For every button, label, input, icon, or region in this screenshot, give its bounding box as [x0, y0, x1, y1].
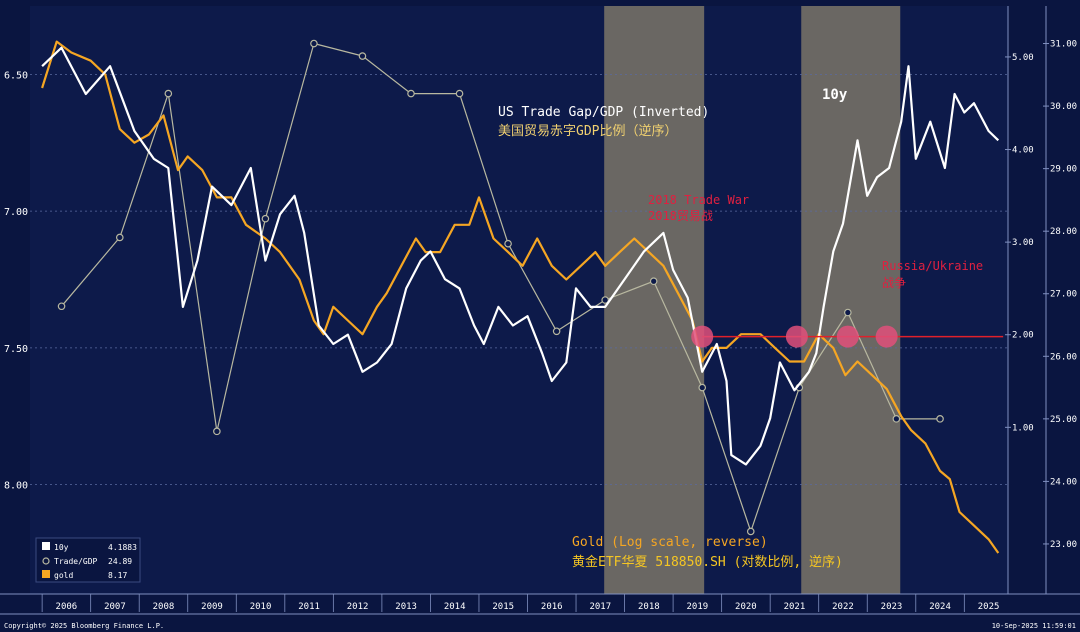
right-inner-tick-label: 2.00 [1012, 331, 1034, 341]
x-tick-label: 2025 [978, 602, 1000, 612]
x-tick-label: 2017 [589, 602, 611, 612]
x-tick-label: 2016 [541, 602, 563, 612]
annotation-trade-war: 2018 Trade War [648, 193, 749, 207]
right-outer-tick-label: 31.00 [1050, 40, 1077, 50]
trade-gdp-point [601, 296, 609, 304]
left-tick-label: 7.50 [4, 344, 28, 355]
series-gold-line [41, 40, 1000, 554]
markers-layer [691, 325, 1004, 348]
trade-gdp-point [57, 302, 66, 311]
series-layer [41, 39, 1000, 554]
trade-gdp-point [310, 39, 318, 48]
legend-trade-value: 24.89 [108, 557, 132, 566]
trade-gdp-point [844, 308, 852, 317]
right-outer-tick-label: 23.00 [1050, 540, 1077, 550]
trade-gdp-point [504, 239, 512, 248]
right-inner-tick-label: 5.00 [1012, 53, 1034, 63]
left-tick-label: 8.00 [4, 481, 28, 492]
trade-gdp-point [213, 427, 221, 436]
x-tick-label: 2006 [56, 602, 78, 612]
x-tick-label: 2009 [201, 602, 223, 612]
legend: 10y 4.1883 Trade/GDP 24.89 gold 8.17 [35, 537, 141, 583]
x-tick-label: 2010 [250, 602, 272, 612]
right-outer-tick-label: 26.00 [1050, 352, 1077, 362]
axes: 6.50 7.00 7.50 8.00 2006 2007 2008 2009 2010 2011… [0, 6, 1080, 615]
x-tick-label: 2013 [395, 602, 417, 612]
x-tick-label: 2022 [832, 602, 854, 612]
left-tick-label: 7.00 [4, 207, 28, 218]
annotation-trade-title: US Trade Gap/GDP (Inverted) [498, 105, 709, 120]
legend-gold-value: 8.17 [108, 571, 127, 580]
x-tick-label: 2020 [735, 602, 757, 612]
trade-gdp-point [746, 527, 755, 536]
highlight-marker-1 [691, 325, 714, 348]
x-tick-label: 2018 [638, 602, 660, 612]
x-tick-label: 2008 [153, 602, 175, 612]
x-tick-label: 2023 [881, 602, 903, 612]
trade-gdp-point [115, 233, 124, 242]
trade-gdp-point [455, 89, 464, 98]
x-tick-label: 2012 [347, 602, 369, 612]
trade-gdp-point [407, 89, 415, 98]
footer-copyright: Copyright© 2025 Bloomberg Finance L.P. [4, 622, 164, 630]
x-tick-label: 2015 [492, 602, 514, 612]
trade-gdp-point [698, 383, 707, 392]
x-tick-label: 2014 [444, 602, 466, 612]
legend-10y-value: 4.1883 [108, 543, 137, 552]
footer-timestamp: 10-Sep-2025 11:59:01 [992, 622, 1076, 630]
right-outer-tick-label: 29.00 [1050, 165, 1077, 175]
right-outer-tick-label: 25.00 [1050, 415, 1077, 425]
shaded-period-2 [801, 6, 901, 594]
annotation-trade-war-cn: 2018贸易战 [648, 209, 713, 223]
annotation-russia-ukraine-cn: 战争 [882, 276, 906, 290]
right-outer-tick-label: 30.00 [1050, 102, 1077, 112]
right-inner-tick-label: 1.00 [1012, 423, 1034, 433]
left-tick-label: 6.50 [4, 70, 28, 81]
trade-gdp-point [261, 214, 270, 223]
trade-gdp-point [552, 327, 561, 336]
right-inner-tick-label: 4.00 [1012, 146, 1034, 156]
annotation-10y: 10y [822, 87, 848, 103]
trade-gdp-point [358, 52, 367, 60]
x-tick-label: 2011 [298, 602, 320, 612]
x-tick-label: 2007 [104, 602, 126, 612]
annotation-trade-title-cn: 美国贸易赤字GDP比例（逆序） [498, 123, 677, 139]
trade-gdp-point [936, 415, 944, 423]
x-tick-label: 2019 [687, 602, 709, 612]
x-tick-label: 2021 [784, 602, 806, 612]
legend-10y-label: 10y [54, 543, 69, 552]
x-tick-label: 2024 [929, 602, 951, 612]
series-10y-line [41, 46, 1000, 466]
right-inner-tick-label: 3.00 [1012, 238, 1034, 248]
trade-gdp-point [649, 277, 658, 286]
right-outer-tick-label: 28.00 [1050, 227, 1077, 237]
legend-10y-swatch [42, 542, 50, 550]
trade-gdp-point [164, 89, 173, 98]
legend-gold-label: gold [54, 571, 73, 580]
right-outer-tick-label: 24.00 [1050, 477, 1077, 487]
legend-trade-label: Trade/GDP [54, 557, 98, 566]
trade-gdp-point [892, 415, 901, 423]
annotation-gold-title: Gold (Log scale, reverse) [572, 535, 768, 550]
highlight-marker-3 [836, 325, 859, 348]
annotation-russia-ukraine: Russia/Ukraine [882, 259, 983, 273]
annotation-gold-title-cn: 黄金ETF华夏 518850.SH (对数比例, 逆序) [572, 554, 843, 570]
right-outer-tick-label: 27.00 [1050, 290, 1077, 300]
highlight-marker-4 [875, 325, 898, 348]
legend-trade-swatch [42, 557, 50, 565]
legend-gold-swatch [42, 570, 50, 578]
highlight-marker-2 [785, 325, 808, 348]
